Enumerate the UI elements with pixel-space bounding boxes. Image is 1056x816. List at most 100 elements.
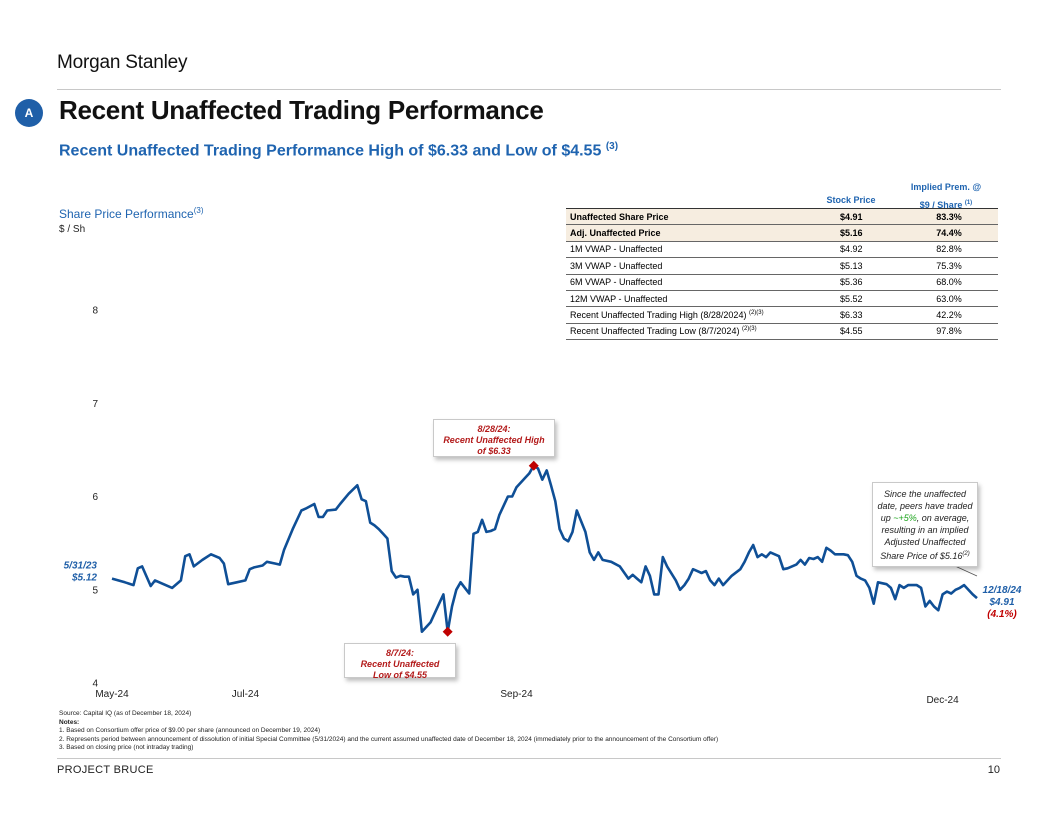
table-row: Recent Unaffected Trading Low (8/7/2024)… xyxy=(566,323,998,341)
col-header-prem-note: (1) xyxy=(964,200,973,206)
x-tick-label: Dec-24 xyxy=(926,695,959,706)
page-title: Recent Unaffected Trading Performance xyxy=(59,95,544,125)
row-stock-price: $4.92 xyxy=(836,241,900,259)
price-marker xyxy=(442,626,453,637)
x-tick-label: Jul-24 xyxy=(232,689,260,700)
footer-divider xyxy=(57,758,1001,759)
chart-y-unit: $ / Sh xyxy=(59,224,86,235)
row-label-text: 12M VWAP - Unaffected xyxy=(570,293,668,304)
y-tick-label: 5 xyxy=(92,585,98,596)
page-subtitle: Recent Unaffected Trading Performance Hi… xyxy=(59,141,618,160)
chart-title-text: Share Price Performance xyxy=(59,207,194,221)
page-number: 10 xyxy=(987,764,1000,776)
table-row: Recent Unaffected Trading High (8/28/202… xyxy=(566,306,998,324)
row-implied-premium: 63.0% xyxy=(900,290,998,308)
callout-peers-note: Since the unaffected date, peers have tr… xyxy=(872,482,978,567)
y-tick-label: 7 xyxy=(92,399,98,410)
project-name: PROJECT BRUCE xyxy=(57,764,154,776)
row-label-text: 3M VWAP - Unaffected xyxy=(570,260,663,271)
callout-high-line2: Recent Unaffected High xyxy=(443,435,545,445)
table-row: 1M VWAP - Unaffected $4.92 82.8% xyxy=(566,241,998,259)
row-implied-premium: 97.8% xyxy=(900,323,998,341)
row-label-text: 1M VWAP - Unaffected xyxy=(570,244,663,255)
row-label-note: (2)(3) xyxy=(741,326,757,333)
row-label: 6M VWAP - Unaffected xyxy=(566,274,836,291)
end-change-label: (4.1%) xyxy=(987,609,1017,620)
x-tick-label: Sep-24 xyxy=(500,689,533,700)
row-label: 1M VWAP - Unaffected xyxy=(566,241,836,259)
note-3: 3. Based on closing price (not intraday … xyxy=(59,744,194,752)
row-implied-premium: 83.3% xyxy=(900,207,998,226)
valuation-table-body: Unaffected Share Price $4.91 83.3% Adj. Una… xyxy=(566,207,998,341)
row-implied-premium: 82.8% xyxy=(900,241,998,259)
table-row: Unaffected Share Price $4.91 83.3% xyxy=(566,207,998,226)
callout-recent-high: 8/28/24: Recent Unaffected High of $6.33 xyxy=(433,419,555,457)
x-tick-label: May-24 xyxy=(95,689,129,700)
subtitle-note: (3) xyxy=(605,141,619,152)
subtitle-text: Recent Unaffected Trading Performance Hi… xyxy=(59,142,602,160)
peers-change: ~+5% xyxy=(893,513,917,523)
row-label-text: 6M VWAP - Unaffected xyxy=(570,277,663,288)
col-header-stock-price: Stock Price xyxy=(826,195,876,205)
header-divider xyxy=(57,89,1001,90)
footnotes: Source: Capital IQ (as of December 18, 2… xyxy=(59,710,718,753)
peers-callout-pointer xyxy=(954,565,978,577)
chart-title-note: (3) xyxy=(193,206,204,215)
peers-note: (2) xyxy=(962,551,970,557)
table-row: 6M VWAP - Unaffected $5.36 68.0% xyxy=(566,274,998,291)
table-row: Adj. Unaffected Price $5.16 74.4% xyxy=(566,224,998,242)
table-row: 3M VWAP - Unaffected $5.13 75.3% xyxy=(566,257,998,275)
section-badge: A xyxy=(15,99,43,127)
row-stock-price: $5.36 xyxy=(836,274,900,291)
start-price-label: $5.12 xyxy=(71,573,97,584)
peers-text-2: , on average, resulting in an implied Ad… xyxy=(880,513,970,561)
callout-high-line3: of $6.33 xyxy=(477,446,511,456)
row-stock-price: $5.52 xyxy=(836,290,900,308)
note-2: 2. Represents period between announcemen… xyxy=(59,735,719,743)
row-stock-price: $6.33 xyxy=(836,306,900,324)
row-implied-premium: 74.4% xyxy=(900,224,998,242)
y-tick-label: 6 xyxy=(92,492,98,503)
price-marker xyxy=(528,460,539,471)
row-stock-price: $5.13 xyxy=(836,257,900,275)
callout-high-line1: 8/28/24: xyxy=(477,424,511,434)
row-label: Adj. Unaffected Price xyxy=(566,224,836,242)
row-label-text: Recent Unaffected Trading Low (8/7/2024) xyxy=(570,326,740,337)
end-date-label: 12/18/24 xyxy=(983,585,1022,596)
end-price-label: $4.91 xyxy=(988,597,1014,608)
y-tick-label: 8 xyxy=(92,306,98,317)
row-implied-premium: 42.2% xyxy=(900,306,998,324)
col-header-prem-line2: $9 / Share (1) xyxy=(896,195,996,213)
y-tick-label: 4 xyxy=(92,679,98,690)
row-label: 12M VWAP - Unaffected xyxy=(566,290,836,308)
start-date-label: 5/31/23 xyxy=(64,561,98,572)
row-stock-price: $4.55 xyxy=(836,323,900,341)
row-label-text: Recent Unaffected Trading High (8/28/202… xyxy=(570,310,747,321)
col-header-implied-premium: Implied Prem. @ $9 / Share (1) xyxy=(896,179,996,213)
row-label: Recent Unaffected Trading High (8/28/202… xyxy=(566,306,836,324)
table-row: 12M VWAP - Unaffected $5.52 63.0% xyxy=(566,290,998,308)
row-implied-premium: 68.0% xyxy=(900,274,998,291)
callout-low-line2: Recent Unaffected xyxy=(360,659,440,669)
callout-low-line1: 8/7/24: xyxy=(385,648,415,658)
col-header-prem-text: $9 / Share xyxy=(919,200,963,210)
row-stock-price: $5.16 xyxy=(836,224,900,242)
notes-title: Notes: xyxy=(59,718,80,726)
row-label: 3M VWAP - Unaffected xyxy=(566,257,836,275)
valuation-table: Stock Price Implied Prem. @ $9 / Share (… xyxy=(566,176,998,341)
source-line: Source: Capital IQ (as of December 18, 2… xyxy=(59,710,192,717)
row-label-note: (2)(3) xyxy=(748,310,764,317)
row-label: Recent Unaffected Trading Low (8/7/2024)… xyxy=(566,323,836,341)
chart-title: Share Price Performance(3) xyxy=(59,206,204,221)
row-label-text: Unaffected Share Price xyxy=(570,211,669,222)
peers-text-1: Since the unaffected date, peers have tr… xyxy=(877,489,973,523)
row-label-text: Adj. Unaffected Price xyxy=(570,228,661,239)
callout-recent-low: 8/7/24: Recent Unaffected Low of $4.55 xyxy=(344,643,456,680)
row-implied-premium: 75.3% xyxy=(900,257,998,275)
col-header-prem-line1: Implied Prem. @ xyxy=(910,182,982,192)
callout-low-line3: Low of $4.55 xyxy=(372,670,427,680)
share-price-line xyxy=(111,464,978,633)
row-label: Unaffected Share Price xyxy=(566,207,836,226)
morgan-stanley-logo: Morgan Stanley xyxy=(57,52,188,73)
